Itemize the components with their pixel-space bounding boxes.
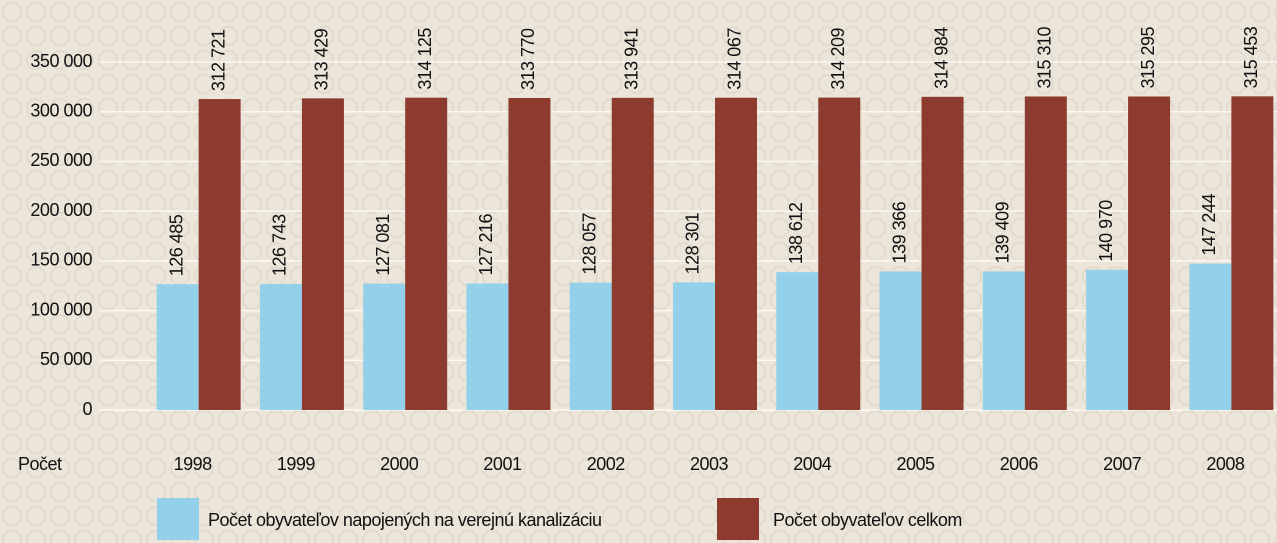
y-tick-label: 350 000 xyxy=(30,51,92,71)
x-tick-label: 2000 xyxy=(380,454,419,474)
data-label: 126 743 xyxy=(270,214,290,276)
x-tick-label: 2004 xyxy=(793,454,832,474)
legend-label: Počet obyvateľov celkom xyxy=(773,510,962,530)
x-tick-label: 1998 xyxy=(174,454,213,474)
y-tick-label: 200 000 xyxy=(30,200,92,220)
bar xyxy=(301,98,344,410)
y-tick-label: 100 000 xyxy=(30,299,92,319)
bar xyxy=(1086,269,1129,410)
legend-swatch xyxy=(157,498,199,540)
y-tick-label: 0 xyxy=(82,399,92,419)
bar xyxy=(508,98,551,410)
data-label: 315 295 xyxy=(1138,26,1158,88)
x-tick-label: 2002 xyxy=(587,454,626,474)
bar xyxy=(569,282,612,410)
data-label: 314 209 xyxy=(828,28,848,90)
data-label: 128 057 xyxy=(579,213,599,275)
x-tick-label: 2003 xyxy=(690,454,729,474)
x-tick-label: 2008 xyxy=(1206,454,1245,474)
y-tick-label: 50 000 xyxy=(40,349,93,369)
data-label: 313 429 xyxy=(312,28,332,90)
x-tick-label: 1999 xyxy=(277,454,316,474)
bar xyxy=(259,283,302,410)
data-label: 314 984 xyxy=(931,27,951,89)
bar xyxy=(611,97,654,410)
data-label: 139 366 xyxy=(889,201,909,263)
bar xyxy=(1128,96,1171,410)
data-label: 127 216 xyxy=(476,213,496,275)
data-label: 314 067 xyxy=(725,28,745,90)
bar xyxy=(673,282,715,410)
y-tick-label: 300 000 xyxy=(30,100,92,120)
y-tick-label: 250 000 xyxy=(30,150,92,170)
x-tick-label: 2007 xyxy=(1103,454,1142,474)
bar xyxy=(156,284,199,410)
bar xyxy=(405,97,448,411)
legend-swatch xyxy=(717,498,759,540)
bar xyxy=(879,271,922,410)
data-label: 139 409 xyxy=(993,201,1013,263)
data-label: 313 770 xyxy=(518,28,538,90)
bar xyxy=(1231,96,1274,411)
legend-label: Počet obyvateľov napojených na verejnú k… xyxy=(208,510,602,530)
y-tick-label: 150 000 xyxy=(30,250,92,270)
bar xyxy=(982,271,1025,410)
data-label: 312 721 xyxy=(208,29,228,91)
data-label: 315 310 xyxy=(1035,26,1055,88)
bar xyxy=(921,96,964,410)
data-label: 126 485 xyxy=(166,214,186,276)
data-label: 147 244 xyxy=(1199,194,1219,256)
bar xyxy=(776,272,819,410)
x-axis-label: Počet xyxy=(18,454,62,474)
data-label: 313 941 xyxy=(621,28,641,90)
data-label: 138 612 xyxy=(786,202,806,264)
x-tick-label: 2005 xyxy=(897,454,936,474)
x-tick-label: 2001 xyxy=(483,454,522,474)
x-tick-label: 2006 xyxy=(1000,454,1039,474)
bar xyxy=(363,283,406,410)
data-label: 315 453 xyxy=(1241,26,1261,88)
bar xyxy=(1024,96,1067,411)
data-label: 127 081 xyxy=(373,214,393,276)
bar xyxy=(1189,263,1232,410)
bar xyxy=(715,97,757,411)
bar xyxy=(198,99,241,410)
bar xyxy=(466,283,509,410)
data-label: 314 125 xyxy=(415,28,435,90)
bar xyxy=(818,97,861,410)
data-label: 140 970 xyxy=(1096,200,1116,262)
data-label: 128 301 xyxy=(683,212,703,274)
